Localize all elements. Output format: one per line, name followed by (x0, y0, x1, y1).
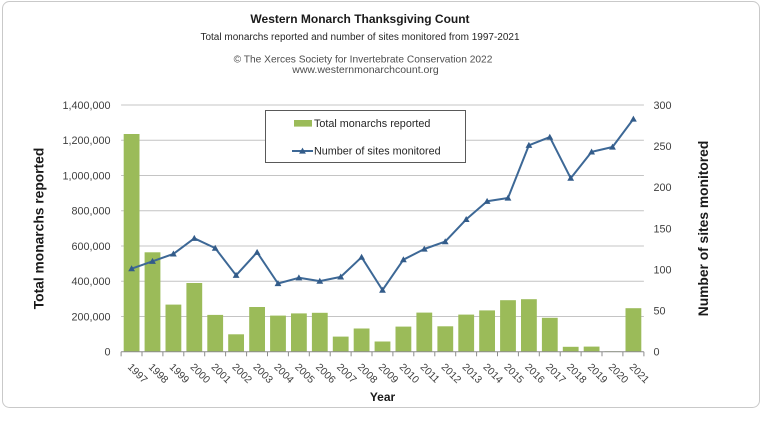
svg-text:Total monarchs reported: Total monarchs reported (32, 148, 47, 310)
svg-text:1,000,000: 1,000,000 (62, 170, 110, 182)
svg-text:Total monarchs reported and nu: Total monarchs reported and number of si… (200, 32, 520, 43)
svg-text:Western Monarch Thanksgiving C: Western Monarch Thanksgiving Count (250, 12, 469, 26)
svg-text:100: 100 (654, 264, 672, 276)
svg-text:Year: Year (370, 390, 396, 404)
svg-text:250: 250 (654, 141, 672, 153)
svg-text:1,200,000: 1,200,000 (62, 135, 110, 147)
svg-text:0: 0 (104, 347, 110, 359)
svg-text:50: 50 (654, 306, 666, 318)
svg-text:0: 0 (654, 347, 660, 359)
svg-text:200,000: 200,000 (71, 311, 110, 323)
svg-text:Total monarchs reported: Total monarchs reported (314, 118, 430, 130)
svg-text:www.westernmonarchcount.org: www.westernmonarchcount.org (291, 64, 439, 76)
svg-text:© The Xerces Society for Inver: © The Xerces Society for Invertebrate Co… (234, 55, 493, 66)
svg-text:Number of sites monitored: Number of sites monitored (696, 141, 711, 317)
svg-text:200: 200 (654, 182, 672, 194)
svg-text:1,400,000: 1,400,000 (62, 100, 110, 112)
svg-text:600,000: 600,000 (71, 241, 110, 253)
svg-text:150: 150 (654, 223, 672, 235)
svg-text:800,000: 800,000 (71, 206, 110, 218)
svg-text:Number of sites monitored: Number of sites monitored (314, 146, 441, 158)
svg-text:300: 300 (654, 100, 672, 112)
svg-text:400,000: 400,000 (71, 276, 110, 288)
